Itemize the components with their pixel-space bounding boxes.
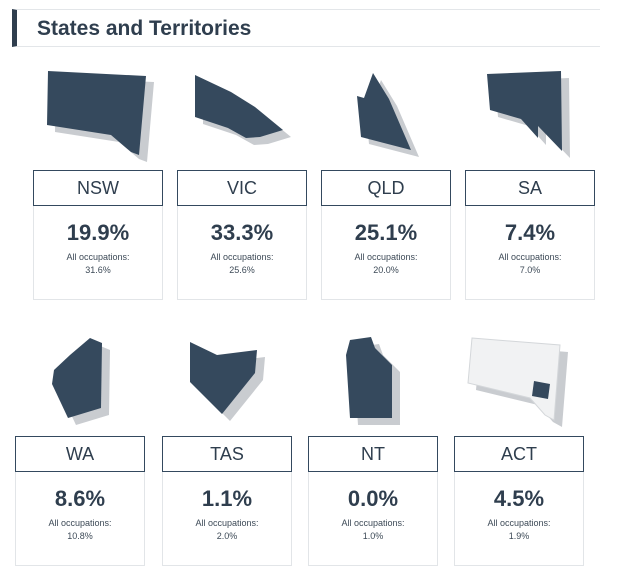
all-occupations-label: All occupations:	[48, 518, 112, 528]
state-label: VIC	[226, 178, 257, 198]
act-map-icon	[467, 337, 568, 427]
all-occupations-label: All occupations:	[195, 518, 259, 528]
state-percentage: 19.9%	[66, 220, 130, 245]
all-occupations-label: All occupations:	[487, 518, 551, 528]
state-stats: 25.1% All occupations: 20.0%	[321, 206, 451, 300]
state-stats: 7.4% All occupations: 7.0%	[465, 206, 595, 300]
state-label-box: TAS	[162, 436, 292, 472]
state-percentage: 0.0%	[347, 486, 399, 511]
state-label-box: SA	[465, 170, 595, 206]
state-percentage: 25.1%	[354, 220, 418, 245]
section-title: States and Territories	[37, 17, 252, 40]
state-label-box: NT	[308, 436, 438, 472]
all-occupations-label: All occupations:	[498, 252, 562, 262]
all-occupations-value: 25.6%	[229, 265, 255, 275]
state-stats: 4.5% All occupations: 1.9%	[454, 472, 584, 566]
state-label-box: ACT	[454, 436, 584, 472]
all-occupations-value: 20.0%	[373, 265, 399, 275]
all-occupations-value: 31.6%	[85, 265, 111, 275]
all-occupations-label: All occupations:	[210, 252, 274, 262]
state-label-box: QLD	[321, 170, 451, 206]
state-label: WA	[65, 444, 95, 464]
vic-map-icon	[195, 75, 291, 145]
state-stats: 33.3% All occupations: 25.6%	[177, 206, 307, 300]
state-percentage: 8.6%	[54, 486, 106, 511]
state-stats: 1.1% All occupations: 2.0%	[162, 472, 292, 566]
state-label-box: NSW	[33, 170, 163, 206]
state-label-box: WA	[15, 436, 145, 472]
state-label-box: VIC	[177, 170, 307, 206]
all-occupations-value: 1.9%	[508, 531, 530, 541]
state-stats: 8.6% All occupations: 10.8%	[15, 472, 145, 566]
section-header: States and Territories	[12, 9, 600, 47]
wa-map-icon	[52, 338, 110, 425]
nsw-map-icon	[47, 71, 154, 162]
state-stats: 19.9% All occupations: 31.6%	[33, 206, 163, 300]
all-occupations-value: 2.0%	[216, 531, 238, 541]
nt-map-icon	[346, 337, 400, 425]
all-occupations-value: 10.8%	[67, 531, 93, 541]
state-label: ACT	[501, 444, 537, 464]
all-occupations-value: 7.0%	[519, 265, 541, 275]
qld-map-icon	[357, 73, 419, 157]
state-percentage: 33.3%	[210, 220, 274, 245]
all-occupations-value: 1.0%	[362, 531, 384, 541]
state-percentage: 7.4%	[504, 220, 556, 245]
state-percentage: 1.1%	[201, 486, 253, 511]
all-occupations-label: All occupations:	[66, 252, 130, 262]
state-label: TAS	[210, 444, 244, 464]
sa-map-icon	[487, 71, 570, 158]
state-label: SA	[517, 178, 542, 198]
state-percentage: 4.5%	[493, 486, 545, 511]
state-stats: 0.0% All occupations: 1.0%	[308, 472, 438, 566]
tas-map-icon	[190, 342, 265, 421]
state-label: NSW	[77, 178, 119, 198]
all-occupations-label: All occupations:	[354, 252, 418, 262]
state-label: QLD	[367, 178, 405, 198]
all-occupations-label: All occupations:	[341, 518, 405, 528]
state-label: NT	[361, 444, 385, 464]
